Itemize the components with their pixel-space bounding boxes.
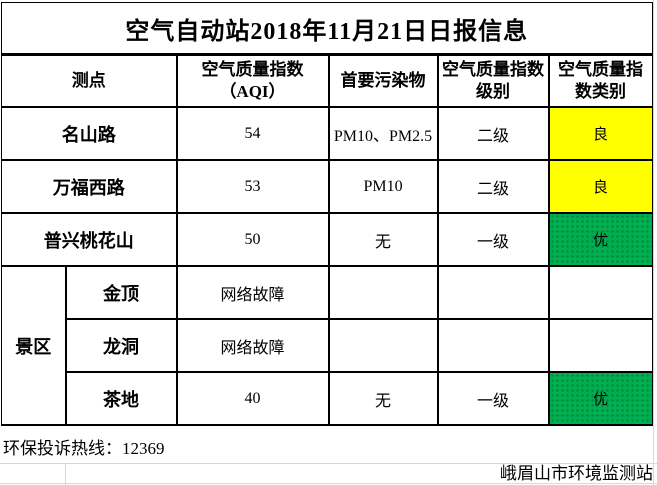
group-label-cell: 景区 — [1, 265, 67, 426]
category-cell: 良 — [547, 159, 654, 214]
category-cell: 优 — [547, 371, 654, 426]
category-cell: 优 — [547, 212, 654, 267]
aqi-value-cell: 网络故障 — [175, 265, 330, 320]
air-quality-report-table: 空气自动站2018年11月21日日报信息 测点 空气质量指数 （AQI） 首要污… — [0, 2, 654, 426]
gridline — [0, 463, 657, 464]
pollutant-cell: PM10、PM2.5 — [327, 106, 439, 161]
pollutant-cell: 无 — [327, 212, 439, 267]
agency-name: 峨眉山市环境监测站 — [500, 464, 653, 483]
aqi-value-cell: 网络故障 — [175, 318, 330, 373]
gridline — [0, 483, 657, 484]
report-title: 空气自动站2018年11月21日日报信息 — [0, 2, 654, 56]
pollutant-cell: PM10 — [327, 159, 439, 214]
category-cell: 良 — [547, 106, 654, 161]
aqi-value-cell: 40 — [175, 371, 330, 426]
site-name-cell: 名山路 — [1, 106, 178, 161]
table-row: 名山路 54 PM10、PM2.5 二级 良 — [1, 106, 654, 161]
category-cell — [547, 318, 654, 373]
title-row: 空气自动站2018年11月21日日报信息 — [0, 2, 654, 56]
header-row: 测点 空气质量指数 （AQI） 首要污染物 空气质量指数 级别 空气质量指 数类… — [1, 53, 654, 108]
header-pollutant: 首要污染物 — [327, 53, 439, 108]
level-cell: 一级 — [436, 371, 550, 426]
header-level: 空气质量指数 级别 — [436, 53, 550, 108]
aqi-value-cell: 54 — [175, 106, 330, 161]
site-name-cell: 茶地 — [65, 371, 178, 426]
table-row: 龙洞 网络故障 — [2, 318, 654, 373]
pollutant-cell — [327, 265, 439, 320]
site-name-cell: 万福西路 — [1, 159, 178, 214]
pollutant-cell — [327, 318, 439, 373]
level-cell — [436, 318, 550, 373]
aqi-value-cell: 50 — [175, 212, 330, 267]
level-cell: 二级 — [436, 159, 550, 214]
table-row: 茶地 40 无 一级 优 — [2, 371, 654, 426]
site-name-cell: 金顶 — [64, 265, 178, 320]
header-site: 测点 — [1, 53, 178, 108]
hotline-text: 环保投诉热线：12369 — [3, 439, 165, 458]
level-cell: 二级 — [436, 106, 550, 161]
table-row: 万福西路 53 PM10 二级 良 — [1, 159, 654, 214]
gridline — [65, 463, 66, 485]
header-category: 空气质量指 数类别 — [547, 53, 654, 108]
table-row: 普兴桃花山 50 无 一级 优 — [1, 212, 654, 267]
category-cell — [547, 265, 654, 320]
gridline — [653, 0, 654, 485]
level-cell — [436, 265, 550, 320]
table-row: 景区 金顶 网络故障 — [1, 265, 654, 426]
level-cell: 一级 — [436, 212, 550, 267]
header-aqi: 空气质量指数 （AQI） — [175, 53, 330, 108]
site-name-cell: 龙洞 — [65, 318, 178, 373]
pollutant-cell: 无 — [327, 371, 439, 426]
site-name-cell: 普兴桃花山 — [1, 212, 178, 267]
aqi-value-cell: 53 — [175, 159, 330, 214]
